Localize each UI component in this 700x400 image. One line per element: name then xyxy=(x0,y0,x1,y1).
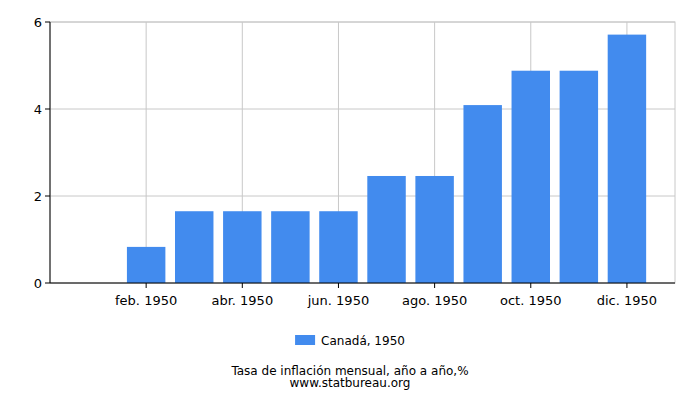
y-tick-label: 4 xyxy=(34,102,42,117)
legend-item: Canadá, 1950 xyxy=(295,334,405,348)
x-tick-label: dic. 1950 xyxy=(597,293,657,308)
x-tick xyxy=(338,283,339,288)
legend-label: Canadá, 1950 xyxy=(321,334,405,348)
x-tick xyxy=(434,283,435,288)
y-axis-line xyxy=(50,22,51,283)
chart: 0 2 4 6 feb. 1950 abr. 1950 jun. 1950 ago. 1950… xyxy=(0,0,700,400)
y-tick-label: 2 xyxy=(34,189,42,204)
background xyxy=(0,0,700,400)
y-tick xyxy=(45,283,50,284)
y-tick-label: 0 xyxy=(34,276,42,291)
bar xyxy=(608,35,646,283)
bar xyxy=(271,211,309,283)
bar xyxy=(223,211,261,283)
x-tick-label: jun. 1950 xyxy=(307,293,369,308)
x-tick-label: oct. 1950 xyxy=(500,293,562,308)
x-tick-label: abr. 1950 xyxy=(211,293,273,308)
bar xyxy=(175,211,213,283)
plot-frame xyxy=(50,22,675,283)
x-grid-line xyxy=(146,22,147,283)
legend-swatch xyxy=(295,335,315,345)
x-axis-line xyxy=(50,283,675,284)
bar xyxy=(127,247,165,283)
bar xyxy=(463,105,501,283)
bar xyxy=(319,211,357,283)
bar xyxy=(367,176,405,283)
bar xyxy=(560,71,598,283)
x-tick xyxy=(242,283,243,288)
bars xyxy=(127,35,646,283)
y-grid-line xyxy=(50,283,675,284)
y-tick xyxy=(45,196,50,197)
y-tick xyxy=(45,109,50,110)
bar xyxy=(512,71,550,283)
x-tick-label: ago. 1950 xyxy=(402,293,467,308)
x-tick-label: feb. 1950 xyxy=(115,293,177,308)
subtitle: www.statbureau.org xyxy=(290,376,411,390)
bar xyxy=(415,176,453,283)
x-tick xyxy=(146,283,147,288)
y-tick-label: 6 xyxy=(34,15,42,30)
x-tick xyxy=(626,283,627,288)
x-tick xyxy=(530,283,531,288)
y-tick xyxy=(45,22,50,23)
